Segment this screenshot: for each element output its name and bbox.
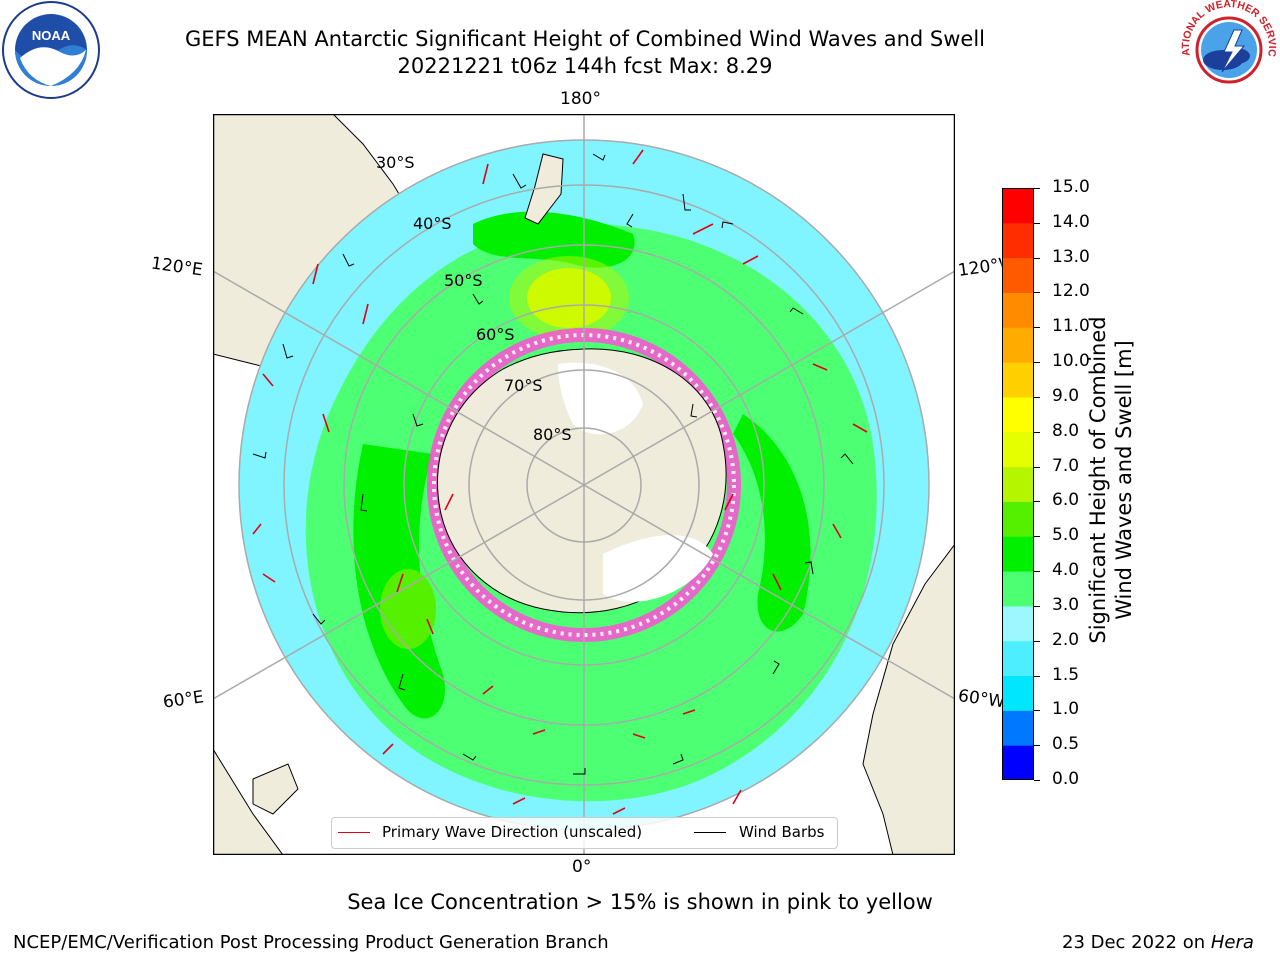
colorbar-tick-label: 0.0 xyxy=(1052,769,1080,789)
parallel-label-30s: 30°S xyxy=(376,153,415,172)
map-title: GEFS MEAN Antarctic Significant Height o… xyxy=(184,27,986,51)
meridian-label-120e: 120°E xyxy=(149,253,204,281)
colorbar-segment xyxy=(1002,605,1034,642)
colorbar-tick-label: 1.5 xyxy=(1052,664,1080,685)
meridian-label-60w: 60°W xyxy=(956,686,1004,712)
wave-band-4m-east xyxy=(733,414,811,632)
colorbar-tick-mark xyxy=(1034,431,1040,433)
colorbar-tick-mark xyxy=(1034,362,1040,364)
colorbar-tick-mark xyxy=(1034,536,1040,538)
colorbar-tick-label: 8.0 xyxy=(1052,420,1080,441)
colorbar-segment xyxy=(1002,745,1034,780)
noaa-logo: NOAA xyxy=(2,1,100,99)
colorbar-segment xyxy=(1002,675,1034,711)
forecast-subtitle: 20221221 t06z 144h fcst Max: 8.29 xyxy=(397,54,773,78)
colorbar-tick-mark xyxy=(1034,396,1040,398)
land-africa-corner xyxy=(213,748,284,855)
colorbar-tick-label: 14.0 xyxy=(1052,211,1090,232)
colorbar-tick-mark xyxy=(1034,675,1040,677)
sea-ice-note: Sea Ice Concentration > 15% is shown in … xyxy=(347,890,933,914)
nws-logo: NATIONAL WEATHER SERVICE xyxy=(1178,0,1278,96)
colorbar-tick-label: 7.0 xyxy=(1052,455,1080,476)
colorbar-tick-label: 12.0 xyxy=(1052,281,1090,302)
run-machine: Hera xyxy=(1210,932,1254,953)
colorbar xyxy=(1002,188,1034,780)
colorbar-segment xyxy=(1002,327,1034,363)
parallel-label-60s: 60°S xyxy=(476,325,515,344)
colorbar-tick-mark xyxy=(1034,571,1040,573)
colorbar-tick-label: 6.0 xyxy=(1052,490,1080,511)
wave-direction-swatch xyxy=(338,832,370,833)
colorbar-tick-mark xyxy=(1034,222,1040,224)
colorbar-segment xyxy=(1002,257,1034,293)
colorbar-tick-mark xyxy=(1034,745,1040,747)
colorbar-tick-mark xyxy=(1034,292,1040,294)
parallel-label-70s: 70°S xyxy=(504,376,543,395)
parallel-label-40s: 40°S xyxy=(413,214,452,233)
wave-band-4m-north xyxy=(473,211,635,268)
colorbar-tick-mark xyxy=(1034,327,1040,329)
colorbar-tick-label: 5.0 xyxy=(1052,525,1080,546)
colorbar-tick-mark xyxy=(1034,640,1040,642)
colorbar-tick-mark xyxy=(1034,605,1040,607)
ross-ice-shelf xyxy=(558,362,643,435)
legend-wind-barbs: Wind Barbs xyxy=(739,823,825,841)
colorbar-tick-mark xyxy=(1034,466,1040,468)
colorbar-segment xyxy=(1002,640,1034,677)
polar-map xyxy=(213,114,955,855)
colorbar-tick-mark xyxy=(1034,710,1040,712)
noaa-logo-text: NOAA xyxy=(32,28,71,43)
colorbar-tick-label: 11.0 xyxy=(1052,316,1090,337)
colorbar-segment xyxy=(1002,222,1034,259)
colorbar-segment xyxy=(1002,362,1034,398)
colorbar-label-line1: Significant Height of Combined xyxy=(1086,316,1110,644)
wave-direction-arrows xyxy=(252,149,868,815)
meridian-label-180: 180° xyxy=(560,89,601,109)
land-madagascar xyxy=(252,763,299,815)
colorbar-tick-label: 0.5 xyxy=(1052,734,1080,755)
wave-lime-west xyxy=(380,569,436,649)
colorbar-segment xyxy=(1002,431,1034,468)
colorbar-segment xyxy=(1002,571,1034,607)
run-date: 23 Dec 2022 on Hera xyxy=(1062,932,1254,953)
meridian-label-120w: 120°W xyxy=(956,255,1004,281)
wind-barb-swatch xyxy=(694,832,726,833)
colorbar-tick-label: 1.0 xyxy=(1052,699,1080,720)
colorbar-tick-mark xyxy=(1034,188,1040,189)
colorbar-segment xyxy=(1002,501,1034,537)
graticule xyxy=(213,114,955,855)
colorbar-segment xyxy=(1002,536,1034,572)
parallel-label-50s: 50°S xyxy=(444,271,483,290)
colorbar-tick-label: 2.0 xyxy=(1052,629,1080,650)
colorbar-tick-label: 3.0 xyxy=(1052,594,1080,615)
colorbar-segment xyxy=(1002,466,1034,502)
land-south-america-corner xyxy=(862,543,955,855)
colorbar-segment xyxy=(1002,292,1034,328)
wind-barbs xyxy=(252,153,854,775)
wave-max-lime xyxy=(509,256,629,340)
credit-line: NCEP/EMC/Verification Post Processing Pr… xyxy=(13,932,609,953)
map-legend: Primary Wave Direction (unscaled) Wind B… xyxy=(331,817,838,849)
colorbar-segment xyxy=(1002,396,1034,433)
colorbar-label-line2: Wind Waves and Swell [m] xyxy=(1112,340,1136,620)
colorbar-tick-label: 10.0 xyxy=(1052,351,1090,372)
meridian-label-60e: 60°E xyxy=(161,687,206,713)
colorbar-tick-mark xyxy=(1034,501,1040,503)
weddell-ice-shelf xyxy=(603,535,713,602)
colorbar-tick-label: 9.0 xyxy=(1052,385,1080,406)
colorbar-segment xyxy=(1002,188,1034,224)
land-new-zealand xyxy=(524,153,564,225)
colorbar-tick-mark xyxy=(1034,257,1040,259)
colorbar-tick-label: 15.0 xyxy=(1052,177,1090,197)
colorbar-tick-label: 13.0 xyxy=(1052,246,1090,267)
colorbar-segment xyxy=(1002,710,1034,746)
colorbar-tick-mark xyxy=(1034,780,1040,781)
parallel-label-80s: 80°S xyxy=(533,425,572,444)
run-date-text: 23 Dec 2022 on xyxy=(1062,932,1211,953)
meridian-label-0: 0° xyxy=(572,857,592,877)
legend-wave-direction: Primary Wave Direction (unscaled) xyxy=(382,823,643,841)
colorbar-tick-label: 4.0 xyxy=(1052,560,1080,581)
